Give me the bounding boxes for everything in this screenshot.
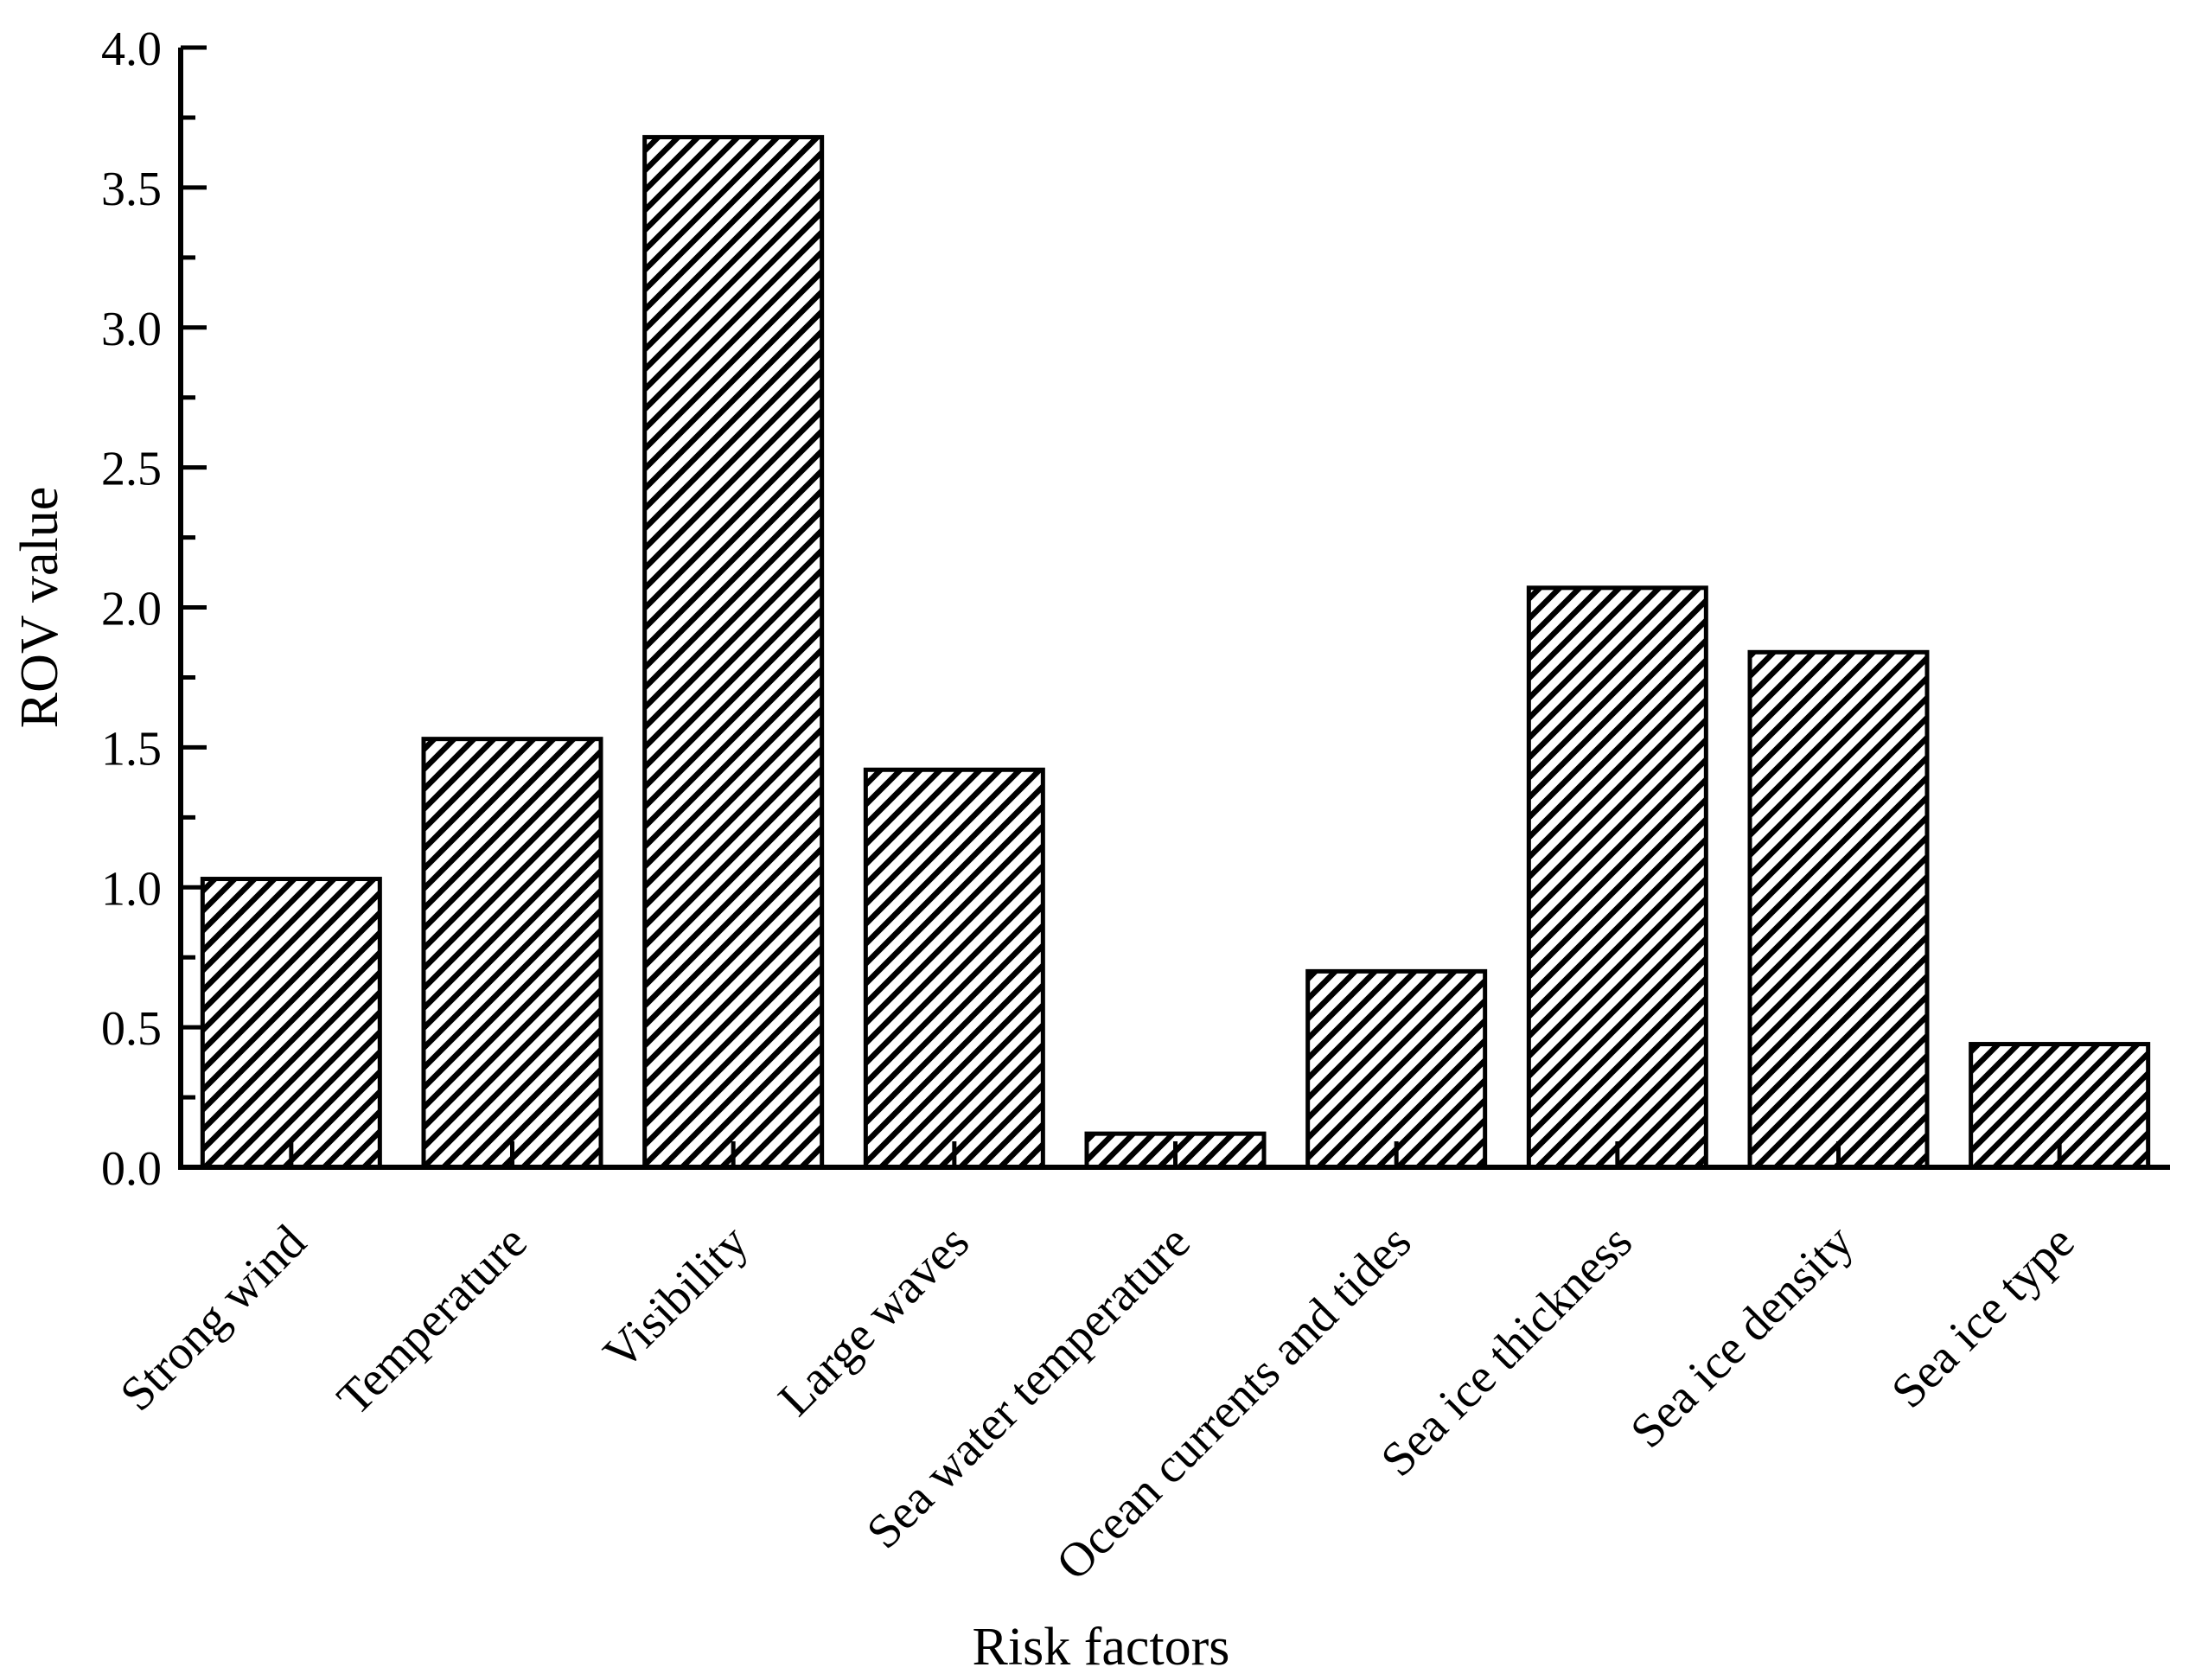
x-tick-label: Ocean currents and tides	[1046, 1215, 1421, 1590]
y-tick-label: 0.5	[101, 1002, 162, 1056]
bar-large-waves	[863, 767, 1045, 1170]
bar-visibility	[642, 135, 825, 1170]
y-tick-label: 3.0	[101, 303, 162, 356]
bar-sea-ice-density	[1747, 649, 1930, 1170]
x-tick-label: Sea ice density	[1620, 1215, 1863, 1458]
y-tick-label: 1.0	[101, 862, 162, 916]
x-axis-title: Risk factors	[973, 1618, 1230, 1677]
y-tick-label: 1.5	[101, 722, 162, 776]
x-tick-label: Large waves	[769, 1215, 980, 1426]
bar-temperature	[421, 737, 603, 1170]
x-tick-label: Sea ice type	[1881, 1215, 2084, 1418]
y-axis-title: ROV value	[10, 487, 69, 729]
y-tick-label: 0.0	[101, 1142, 162, 1196]
x-tick-label: Temperature	[327, 1215, 537, 1425]
y-tick-label: 2.0	[101, 583, 162, 636]
x-tick-label: Strong wind	[110, 1215, 316, 1421]
y-tick-label: 3.5	[101, 163, 162, 216]
x-tick-label: Visibility	[593, 1215, 758, 1380]
bar-ocean-currents-and-tides	[1305, 968, 1488, 1170]
bar-sea-ice-thickness	[1526, 585, 1708, 1170]
y-tick-label: 4.0	[101, 22, 162, 76]
y-tick-label: 2.5	[101, 443, 162, 496]
bar-strong-wind	[200, 877, 382, 1170]
